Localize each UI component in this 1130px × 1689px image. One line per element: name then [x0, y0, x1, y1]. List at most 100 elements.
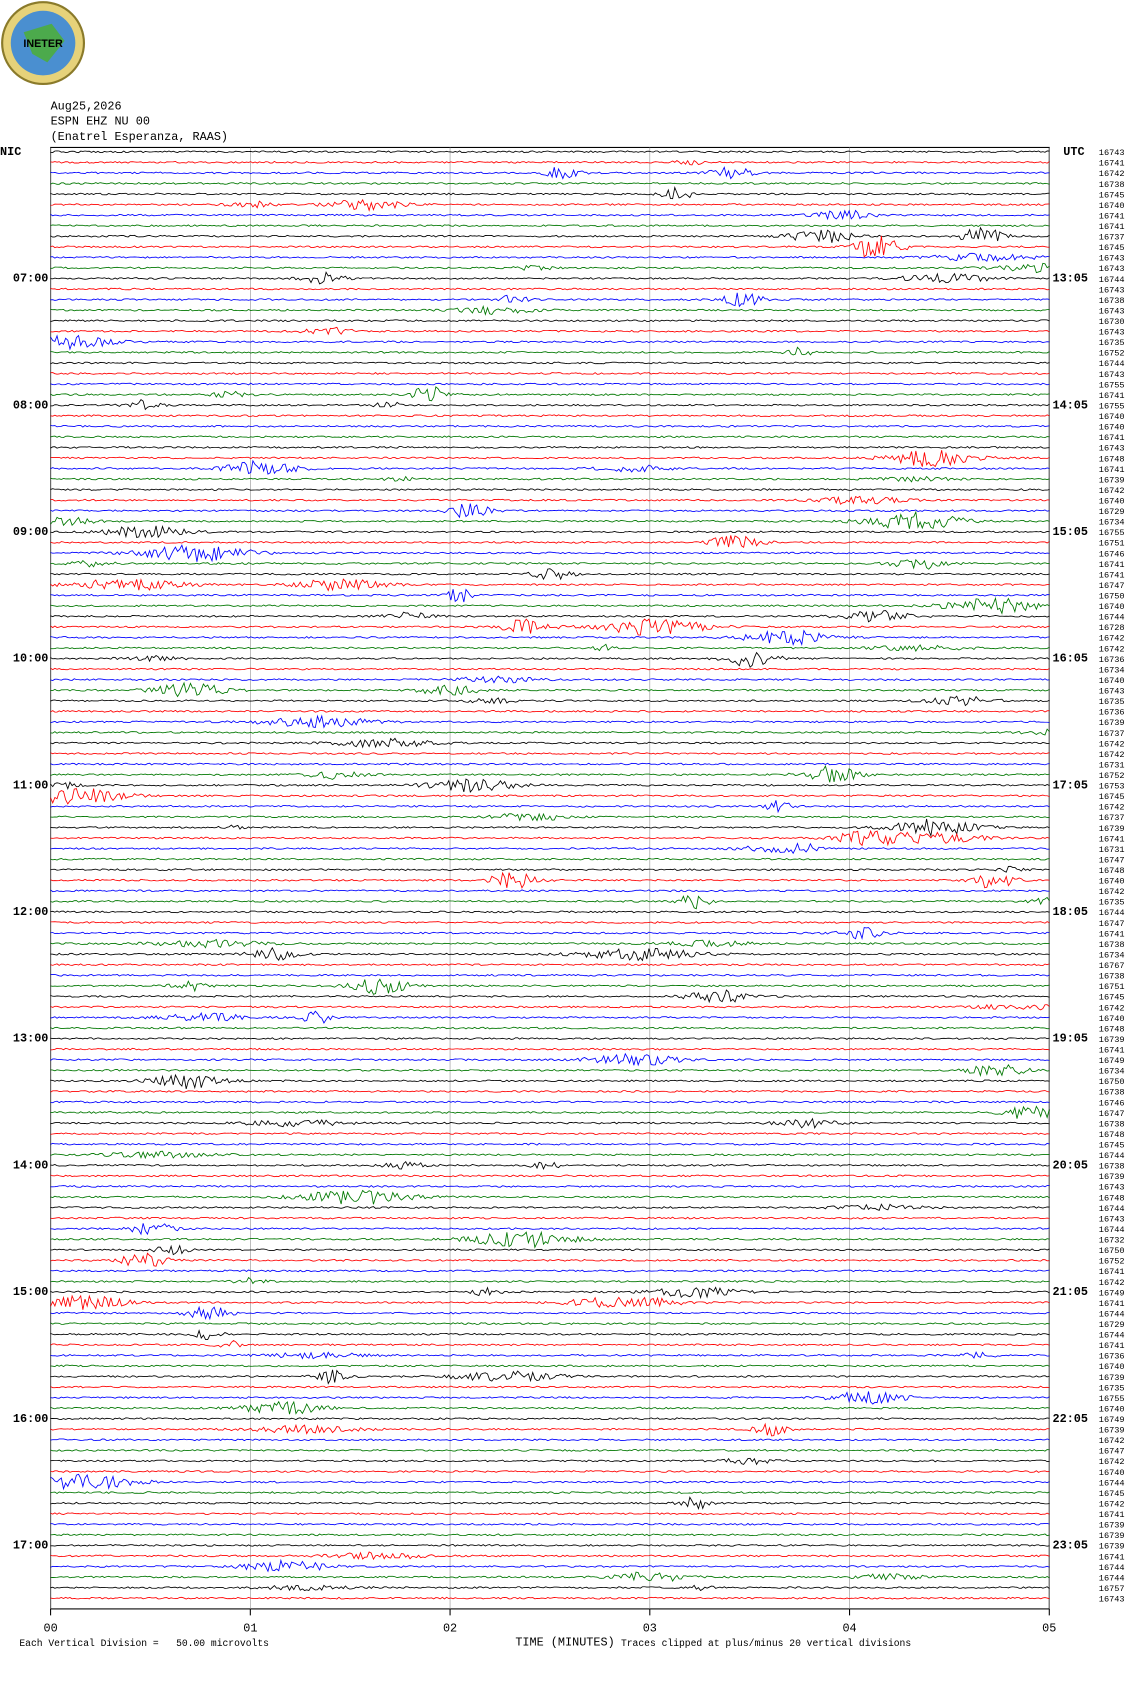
trace	[50, 159, 1050, 166]
row-label: 16735	[1099, 697, 1125, 707]
trace	[50, 1422, 1050, 1437]
trace	[50, 1223, 1050, 1236]
trace	[50, 435, 1050, 439]
trace	[50, 1448, 1050, 1452]
row-label: 16744	[1099, 1204, 1125, 1214]
row-label: 16738	[1099, 972, 1125, 982]
trace	[50, 829, 1050, 847]
row-label: 16735	[1099, 898, 1125, 908]
trace	[50, 1063, 1050, 1078]
left-time: 12:00	[13, 905, 49, 919]
trace	[50, 1596, 1050, 1600]
left-time: 10:00	[13, 652, 49, 666]
trace	[50, 610, 1050, 623]
trace	[50, 326, 1050, 336]
trace	[50, 414, 1050, 418]
x-tick-label: 04	[842, 1621, 856, 1635]
trace	[50, 1276, 1050, 1285]
trace	[50, 224, 1050, 228]
trace	[50, 1105, 1050, 1119]
trace	[50, 1230, 1050, 1249]
trace	[50, 714, 1050, 729]
row-label: 16736	[1099, 708, 1125, 718]
logo-text: INETER	[23, 38, 63, 50]
trace	[50, 1203, 1050, 1211]
trace	[50, 1286, 1050, 1300]
x-tick-label: 00	[43, 1621, 57, 1635]
row-label: 16742	[1099, 887, 1125, 897]
row-label: 16745	[1099, 243, 1125, 253]
trace	[50, 963, 1050, 967]
trace	[50, 889, 1050, 893]
row-label: 16757	[1099, 1584, 1125, 1594]
trace	[50, 1252, 1050, 1267]
row-label: 16750	[1099, 592, 1125, 602]
trace	[50, 271, 1050, 285]
trace	[50, 1174, 1050, 1178]
trace	[50, 1189, 1050, 1205]
row-label: 16740	[1099, 1362, 1125, 1372]
row-label: 16732	[1099, 1236, 1125, 1246]
trace	[50, 842, 1050, 855]
trace	[50, 150, 1050, 154]
trace	[50, 1216, 1050, 1220]
row-label: 16743	[1099, 444, 1125, 454]
row-label: 16739	[1099, 1521, 1125, 1531]
trace	[50, 558, 1050, 570]
logo: INETER	[1, 1, 86, 86]
row-label: 16748	[1099, 454, 1125, 464]
trace	[50, 185, 1050, 200]
left-time: 17:00	[13, 1538, 49, 1552]
row-label: 16740	[1099, 423, 1125, 433]
row-label: 16744	[1099, 613, 1125, 623]
row-label: 16744	[1099, 1563, 1125, 1573]
trace	[50, 578, 1050, 592]
trace	[50, 651, 1050, 668]
row-label: 16742	[1099, 486, 1125, 496]
row-label: 16743	[1099, 306, 1125, 316]
date: Aug25,2026	[51, 100, 122, 114]
row-label: 16742	[1099, 803, 1125, 813]
row-label: 16742	[1099, 1003, 1125, 1013]
left-time: 15:00	[13, 1285, 49, 1299]
row-label: 16746	[1099, 1098, 1125, 1108]
row-label: 16740	[1099, 676, 1125, 686]
row-label: 16753	[1099, 782, 1125, 792]
row-label: 16743	[1099, 687, 1125, 697]
trace	[50, 1491, 1050, 1494]
trace	[50, 319, 1050, 323]
trace	[50, 535, 1050, 548]
trace	[50, 386, 1050, 402]
trace	[50, 978, 1050, 995]
right-time: 15:05	[1053, 525, 1089, 539]
row-label: 16740	[1099, 497, 1125, 507]
trace	[50, 1364, 1050, 1368]
trace	[50, 1400, 1050, 1415]
trace	[50, 1391, 1050, 1405]
trace	[50, 818, 1050, 838]
trace	[50, 800, 1050, 814]
row-label: 16735	[1099, 338, 1125, 348]
row-label: 16745	[1099, 190, 1125, 200]
trace	[50, 894, 1050, 910]
x-tick-label: 05	[1042, 1621, 1056, 1635]
trace	[50, 459, 1050, 475]
trace	[50, 1351, 1050, 1360]
x-tick-label: 02	[443, 1621, 457, 1635]
x-axis-label: TIME (MINUTES)	[515, 1635, 614, 1649]
trace	[50, 334, 1050, 351]
trace	[50, 762, 1050, 766]
row-label: 16746	[1099, 549, 1125, 559]
row-label: 16755	[1099, 1394, 1125, 1404]
trace	[50, 695, 1050, 707]
trace	[50, 1100, 1050, 1104]
right-time: 17:05	[1053, 778, 1089, 792]
trace	[50, 1184, 1050, 1188]
row-label: 16742	[1099, 739, 1125, 749]
row-label: 16736	[1099, 1352, 1125, 1362]
trace	[50, 921, 1050, 924]
row-label: 16742	[1099, 169, 1125, 179]
right-time: 21:05	[1053, 1285, 1089, 1299]
row-label: 16739	[1099, 1542, 1125, 1552]
row-label: 16736	[1099, 655, 1125, 665]
